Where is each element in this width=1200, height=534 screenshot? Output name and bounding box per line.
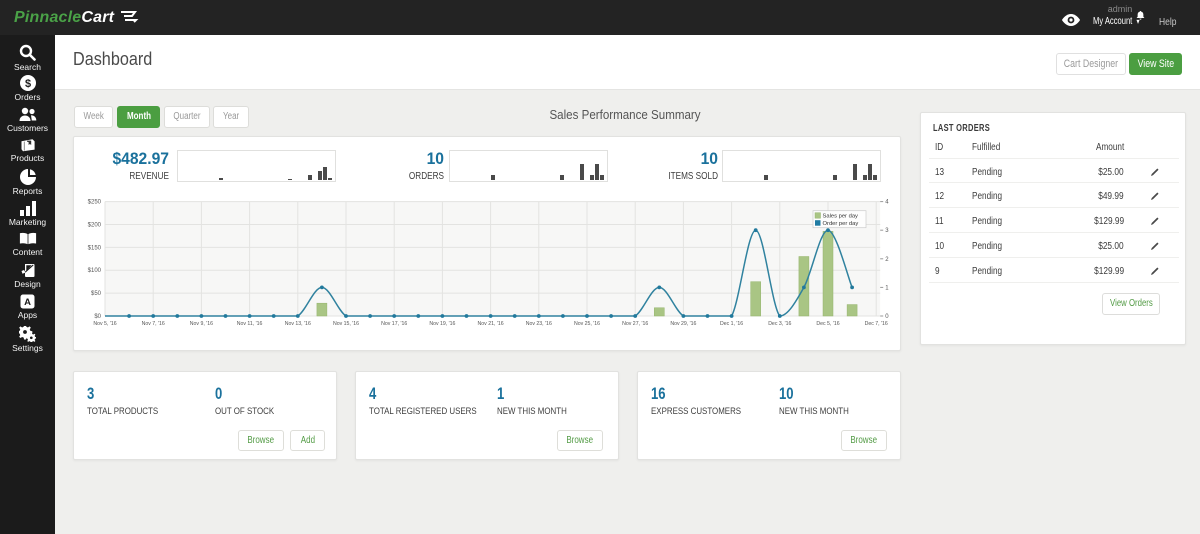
svg-text:Order per day: Order per day <box>823 221 859 227</box>
svg-text:Nov 29, '16: Nov 29, '16 <box>670 321 696 327</box>
svg-text:$200: $200 <box>88 222 102 228</box>
svg-text:Nov 17, '16: Nov 17, '16 <box>381 321 407 327</box>
svg-text:0: 0 <box>885 314 889 320</box>
svg-text:Nov 5, '16: Nov 5, '16 <box>93 321 116 327</box>
svg-text:4: 4 <box>885 200 889 206</box>
svg-text:Dec 1, '16: Dec 1, '16 <box>720 321 743 327</box>
svg-text:Nov 21, '16: Nov 21, '16 <box>478 321 504 327</box>
svg-text:Nov 19, '16: Nov 19, '16 <box>429 321 455 327</box>
svg-text:Nov 7, '16: Nov 7, '16 <box>142 321 165 327</box>
svg-text:1: 1 <box>885 285 889 291</box>
svg-text:2: 2 <box>885 257 889 263</box>
svg-text:$50: $50 <box>91 291 102 297</box>
svg-text:$0: $0 <box>94 314 101 320</box>
svg-text:Nov 11, '16: Nov 11, '16 <box>237 321 263 327</box>
svg-text:Nov 27, '16: Nov 27, '16 <box>622 321 648 327</box>
svg-text:A: A <box>24 298 31 309</box>
svg-text:Dec 7, '16: Dec 7, '16 <box>865 321 888 327</box>
svg-text:$250: $250 <box>88 200 102 206</box>
svg-text:Dec 5, '16: Dec 5, '16 <box>816 321 839 327</box>
svg-text:Dec 3, '16: Dec 3, '16 <box>768 321 791 327</box>
svg-text:Nov 9, '16: Nov 9, '16 <box>190 321 213 327</box>
svg-text:Sales per day: Sales per day <box>823 214 859 220</box>
svg-text:3: 3 <box>885 228 889 234</box>
svg-text:Nov 23, '16: Nov 23, '16 <box>526 321 552 327</box>
svg-text:$: $ <box>24 78 30 90</box>
svg-text:$100: $100 <box>88 268 102 274</box>
svg-text:$150: $150 <box>88 245 102 251</box>
svg-text:Nov 13, '16: Nov 13, '16 <box>285 321 311 327</box>
svg-text:Nov 25, '16: Nov 25, '16 <box>574 321 600 327</box>
svg-text:Nov 15, '16: Nov 15, '16 <box>333 321 359 327</box>
